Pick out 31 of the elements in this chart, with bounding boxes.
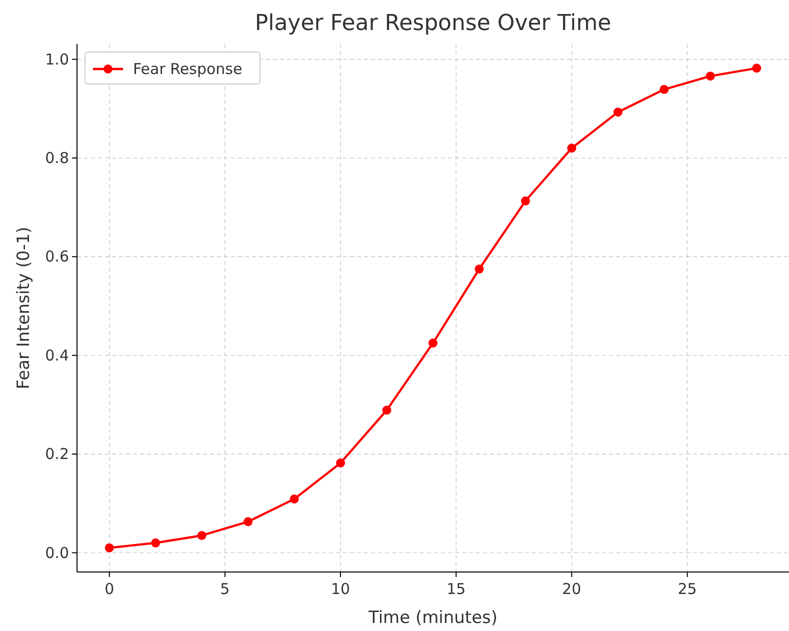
chart-title: Player Fear Response Over Time: [254, 11, 612, 36]
point: [428, 338, 438, 348]
point: [706, 72, 715, 81]
point: [660, 84, 669, 94]
x-axis-title: Time (minutes): [367, 608, 498, 628]
point: [244, 517, 253, 526]
legend-label: Fear Response: [133, 60, 242, 78]
x-tick-label: 15: [446, 580, 466, 598]
y-tick-label: 0.0: [45, 544, 69, 562]
y-tick-label: 0.6: [45, 248, 69, 266]
point: [567, 144, 576, 153]
x-tick-label: 0: [104, 580, 114, 598]
point: [197, 530, 206, 540]
point: [520, 196, 530, 206]
point: [474, 264, 484, 274]
x-tick-label: 5: [220, 580, 230, 598]
y-tick-label: 0.4: [45, 346, 69, 364]
x-tick-label: 20: [562, 580, 582, 598]
point: [104, 543, 114, 552]
point: [336, 458, 346, 468]
x-tick-label: 25: [678, 580, 697, 598]
y-axis-title: Fear Intensity (0-1): [14, 226, 34, 390]
y-tick-label: 0.2: [45, 445, 69, 464]
x-tick-label: 10: [330, 580, 350, 598]
point: [290, 494, 299, 504]
point: [752, 64, 762, 73]
point: [151, 538, 160, 548]
y-tick-label: 1.0: [45, 50, 69, 68]
y-tick-label: 0.8: [45, 148, 69, 167]
point: [613, 108, 622, 117]
point: [382, 406, 392, 415]
